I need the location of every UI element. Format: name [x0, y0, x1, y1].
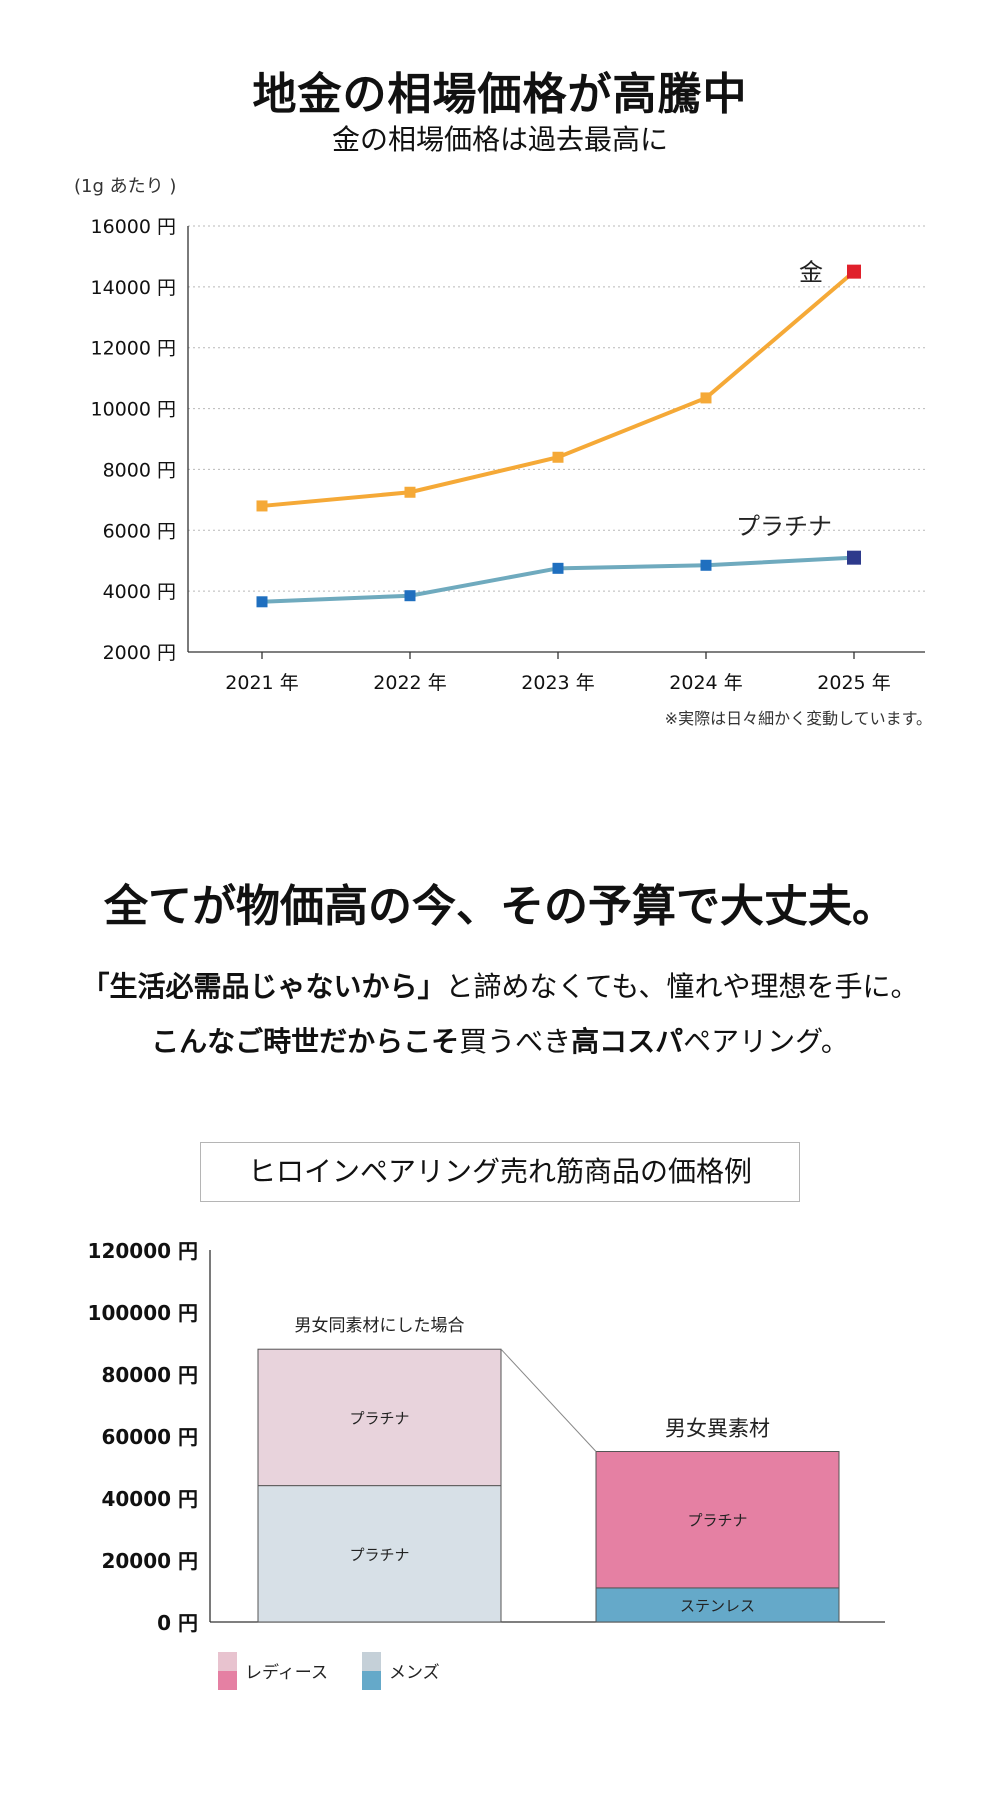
legend-label: メンズ [389, 1663, 440, 1683]
x-tick-label: 2023 年 [521, 672, 594, 694]
y-tick-label: 10000 円 [91, 399, 176, 421]
connector-line [500, 1348, 597, 1452]
x-tick-label: 2022 年 [373, 672, 446, 694]
message-line-2-bold-1: こんなご時世だからこそ [151, 1025, 460, 1058]
y-tick-label: 40000 円 [101, 1487, 198, 1511]
segment-label: ステンレス [680, 1597, 755, 1615]
price-example-title-box: ヒロインペアリング売れ筋商品の価格例 [200, 1142, 800, 1202]
series-label: プラチナ [736, 513, 832, 541]
bar-segment [257, 1485, 502, 1623]
y-tick-label: 120000 円 [88, 1239, 198, 1263]
series-label: 金 [799, 259, 823, 287]
price-line-chart: 2000 円 4000 円 6000 円 8000 円 10000 円 12000 円 14… [91, 216, 925, 694]
message-line-2: こんなご時世だからこそ買うべき高コスパペアリング。 [0, 1020, 1000, 1060]
data-point [847, 264, 861, 279]
chart-footnote: ※実際は日々細かく変動しています。 [664, 709, 932, 728]
y-tick-label: 8000 円 [103, 459, 176, 481]
bar-segment [595, 1587, 840, 1623]
segment-label: プラチナ [349, 1409, 409, 1427]
legend-swatch [218, 1671, 237, 1690]
page-title: 地金の相場価格が高騰中 [252, 69, 748, 120]
data-point [256, 500, 268, 512]
data-point [700, 559, 712, 571]
data-point [552, 451, 564, 463]
legend-swatch [218, 1652, 237, 1671]
data-point [700, 392, 712, 404]
x-tick-label: 2025 年 [817, 672, 890, 694]
y-tick-label: 12000 円 [91, 338, 176, 360]
y-tick-label: 14000 円 [91, 277, 176, 299]
bar-segment [257, 1348, 502, 1487]
bar-label: 男女異素材 [665, 1417, 770, 1441]
legend-label: レディース [245, 1662, 328, 1683]
y-tick-label: 16000 円 [91, 216, 176, 238]
data-point [404, 486, 416, 498]
message-line-1-rest: と諦めなくても、憧れや理想を手に。 [445, 970, 919, 1003]
data-point [552, 562, 564, 574]
y-tick-label: 80000 円 [101, 1363, 198, 1387]
y-tick-label: 60000 円 [101, 1425, 198, 1449]
message-line-2-bold-2: 高コスパ [571, 1025, 684, 1058]
price-bar-chart: 0 円 20000 円 40000 円 60000 円 80000 円 100000 円 1… [88, 1239, 885, 1690]
y-tick-label: 6000 円 [103, 520, 176, 542]
legend-swatch [362, 1652, 381, 1671]
legend-swatch [362, 1671, 381, 1690]
segment-label: プラチナ [349, 1546, 409, 1564]
message-line-1-bold: 「生活必需品じゃないから」 [81, 970, 446, 1003]
y-tick-label: 2000 円 [103, 642, 176, 664]
headline: 全てが物価高の今、その予算で大丈夫。 [104, 881, 896, 932]
data-point [847, 550, 861, 565]
bar-label: 男女同素材にした場合 [295, 1316, 465, 1336]
segment-label: プラチナ [687, 1512, 747, 1530]
y-tick-label: 4000 円 [103, 581, 176, 603]
data-point [404, 590, 416, 602]
y-tick-label: 20000 円 [101, 1549, 198, 1573]
series-line-gold [261, 270, 856, 508]
x-tick-label: 2021 年 [225, 672, 298, 694]
data-point [256, 596, 268, 608]
message-line-2-rest: ペアリング。 [683, 1025, 849, 1058]
page-subtitle: 金の相場価格は過去最高に [331, 123, 668, 156]
x-tick-label: 2024 年 [669, 672, 742, 694]
bar-segment [595, 1451, 840, 1589]
message-line-2-mid: 買うべき [459, 1025, 572, 1058]
unit-note: (1g あたり ) [74, 176, 177, 197]
y-tick-label: 100000 円 [88, 1301, 198, 1325]
y-tick-label: 0 円 [157, 1611, 198, 1635]
message-line-1: 「生活必需品じゃないから」と諦めなくても、憧れや理想を手に。 [0, 965, 1000, 1005]
